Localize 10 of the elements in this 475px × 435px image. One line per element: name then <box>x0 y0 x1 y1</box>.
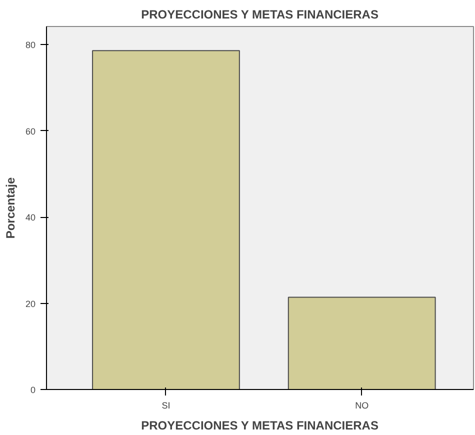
y-tick-label: 0 <box>30 385 36 395</box>
x-axis-title: PROYECCIONES Y METAS FINANCIERAS <box>141 418 378 432</box>
y-tick-label: 80 <box>25 40 36 50</box>
x-tick-label: SI <box>162 400 170 410</box>
y-tick-label: 60 <box>25 126 36 136</box>
chart-title: PROYECCIONES Y METAS FINANCIERAS <box>141 8 378 22</box>
x-tick-label: NO <box>355 400 369 410</box>
y-tick-label: 20 <box>25 298 36 309</box>
y-axis-title: Porcentaje <box>3 176 18 239</box>
y-tick-label: 40 <box>25 212 36 223</box>
